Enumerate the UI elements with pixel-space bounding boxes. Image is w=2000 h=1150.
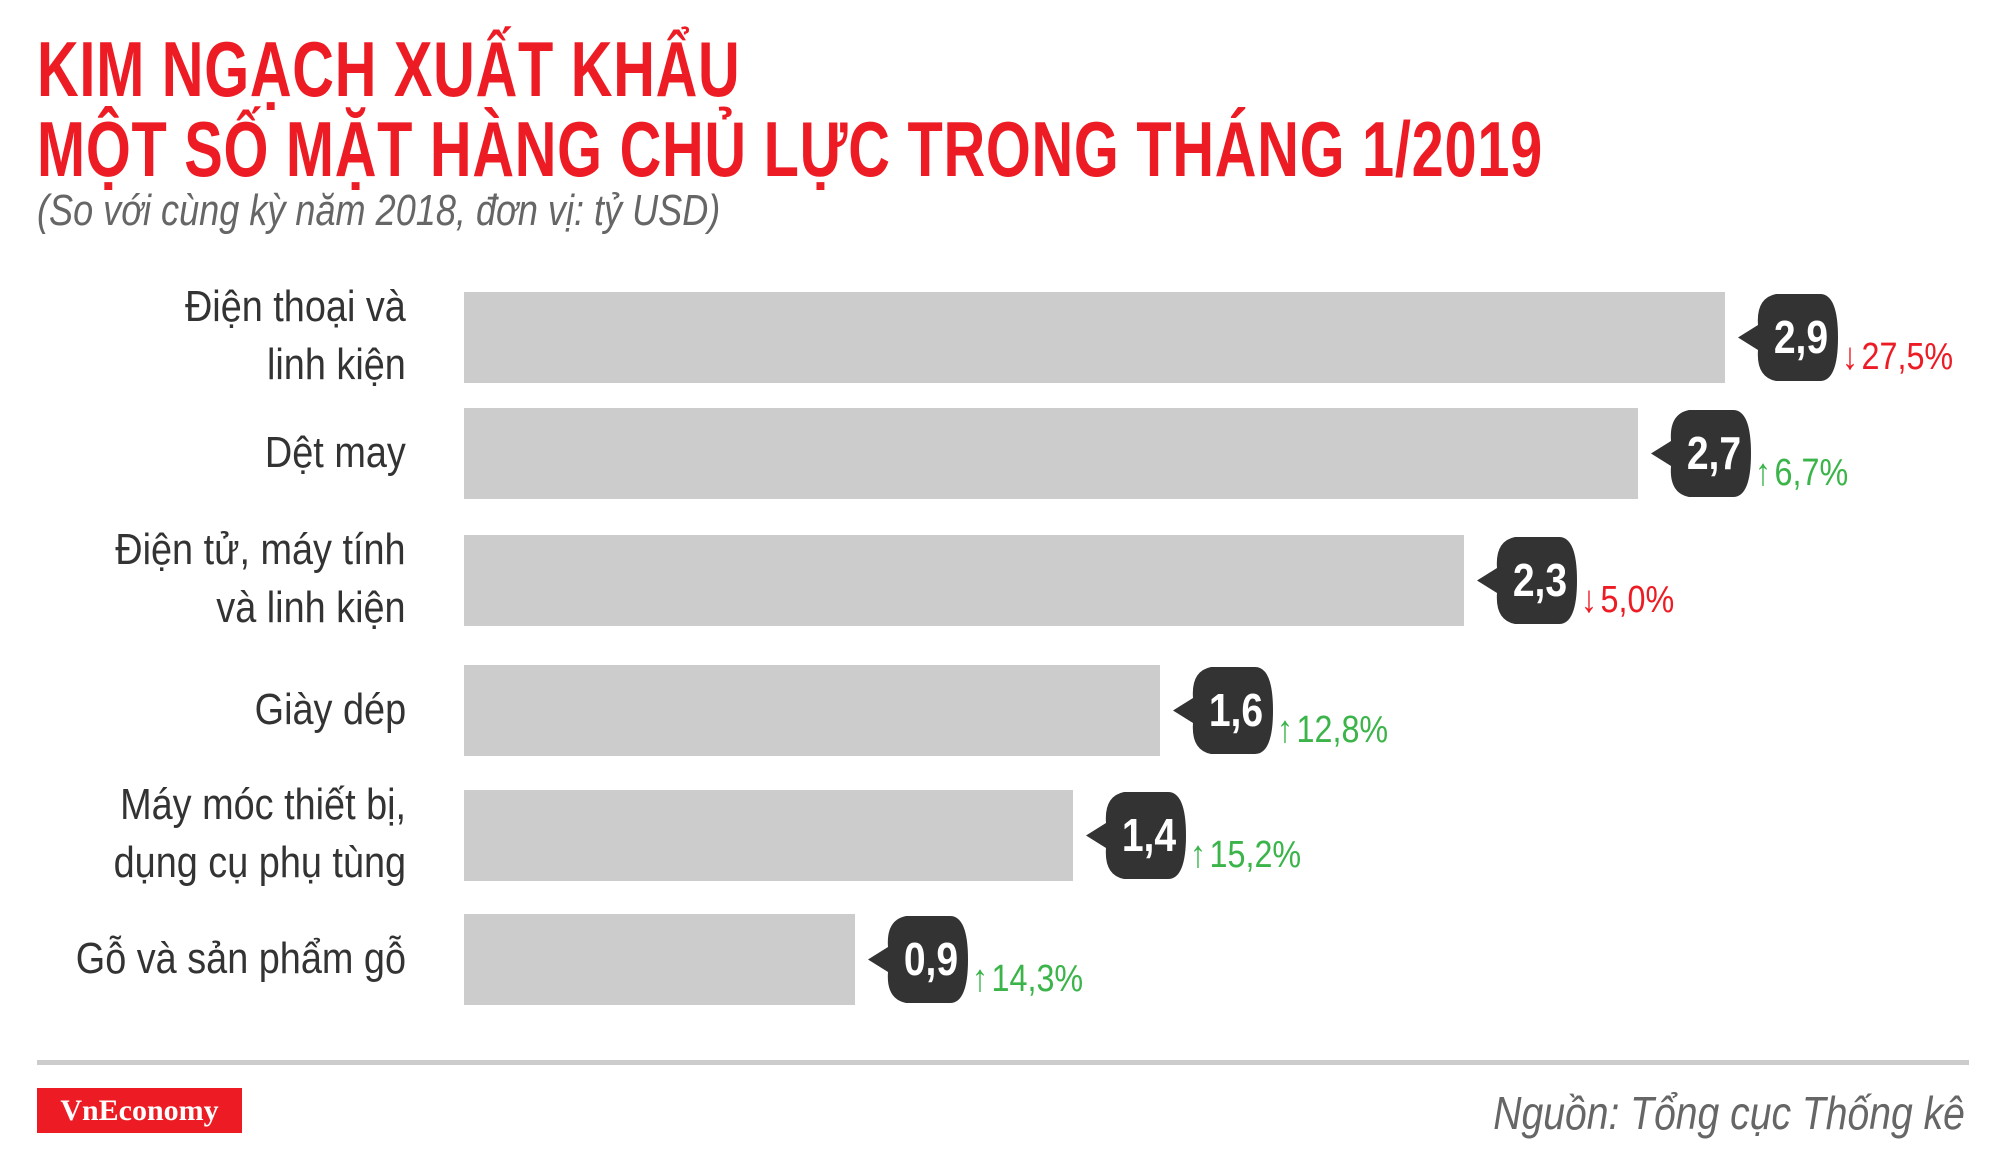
value-label: 2,9 (1773, 311, 1829, 363)
value-badge: 1,6 (1173, 665, 1283, 756)
title-line-2: MỘT SỐ MẶT HÀNG CHỦ LỰC TRONG THÁNG 1/20… (37, 105, 1544, 193)
value-badge: 2,9 (1738, 292, 1848, 383)
row-label: Máy móc thiết bị, dụng cụ phụ tùng (114, 776, 406, 892)
callout-shape-icon (1738, 294, 1838, 381)
callout-shape-icon (1651, 410, 1751, 497)
footer-divider (37, 1060, 1969, 1065)
change-value: 6,7% (1774, 452, 1849, 494)
change-value: 27,5% (1861, 336, 1954, 378)
row-label: Điện thoại và linh kiện (185, 278, 406, 394)
value-badge: 1,4 (1086, 790, 1196, 881)
arrow-up-icon: ↑ (1277, 709, 1294, 751)
bar (464, 790, 1073, 881)
row-label: Giày dép (255, 681, 406, 739)
value-label: 1,6 (1208, 684, 1264, 736)
row-label-line-2: và linh kiện (216, 583, 406, 632)
bar (464, 914, 855, 1005)
bar (464, 535, 1464, 626)
change-increase: ↑15,2% (1190, 834, 1301, 877)
change-increase: ↑14,3% (972, 958, 1083, 1001)
source-note: Nguồn: Tổng cục Thống kê (1493, 1087, 1965, 1139)
arrow-down-icon: ↓ (1842, 336, 1859, 378)
vneconomy-logo: VnEconomy (37, 1088, 242, 1133)
callout-shape-icon (1477, 537, 1577, 624)
change-value: 14,3% (991, 958, 1084, 1000)
value-label: 2,3 (1512, 554, 1568, 606)
bar (464, 665, 1160, 756)
row-label-line-1: Điện tử, máy tính (115, 525, 406, 574)
row-label: Điện tử, máy tính và linh kiện (116, 521, 406, 637)
change-increase: ↑6,7% (1755, 452, 1848, 495)
row-label-line-1: Máy móc thiết bị, (119, 780, 406, 829)
value-label: 1,4 (1121, 809, 1177, 861)
change-decrease: ↓5,0% (1581, 579, 1674, 622)
bar (464, 292, 1725, 383)
row-label-line-1: Gỗ và sản phẩm gỗ (75, 934, 406, 983)
row-label-line-2: dụng cụ phụ tùng (113, 838, 406, 887)
change-value: 5,0% (1600, 579, 1675, 621)
callout-shape-icon (1173, 667, 1273, 754)
value-badge: 2,3 (1477, 535, 1587, 626)
row-label-line-1: Giày dép (254, 685, 406, 734)
row-label-line-1: Dệt may (265, 428, 406, 477)
change-decrease: ↓27,5% (1842, 336, 1953, 379)
row-label: Dệt may (265, 424, 406, 482)
subtitle: (So với cùng kỳ năm 2018, đơn vị: tỷ USD… (37, 186, 721, 235)
change-value: 15,2% (1209, 834, 1302, 876)
value-label: 0,9 (903, 933, 959, 985)
row-label-line-1: Điện thoại và (185, 282, 406, 331)
row-label: Gỗ và sản phẩm gỗ (76, 930, 406, 988)
change-increase: ↑12,8% (1277, 709, 1388, 752)
callout-shape-icon (868, 916, 968, 1003)
arrow-up-icon: ↑ (972, 958, 989, 1000)
value-badge: 0,9 (868, 914, 978, 1005)
callout-shape-icon (1086, 792, 1186, 879)
value-badge: 2,7 (1651, 408, 1761, 499)
bar (464, 408, 1638, 499)
value-label: 2,7 (1686, 427, 1742, 479)
title-line-1: KIM NGẠCH XUẤT KHẨU (37, 25, 741, 113)
arrow-up-icon: ↑ (1190, 834, 1207, 876)
arrow-down-icon: ↓ (1581, 579, 1598, 621)
arrow-up-icon: ↑ (1755, 452, 1772, 494)
row-label-line-2: linh kiện (267, 340, 406, 389)
change-value: 12,8% (1296, 709, 1389, 751)
